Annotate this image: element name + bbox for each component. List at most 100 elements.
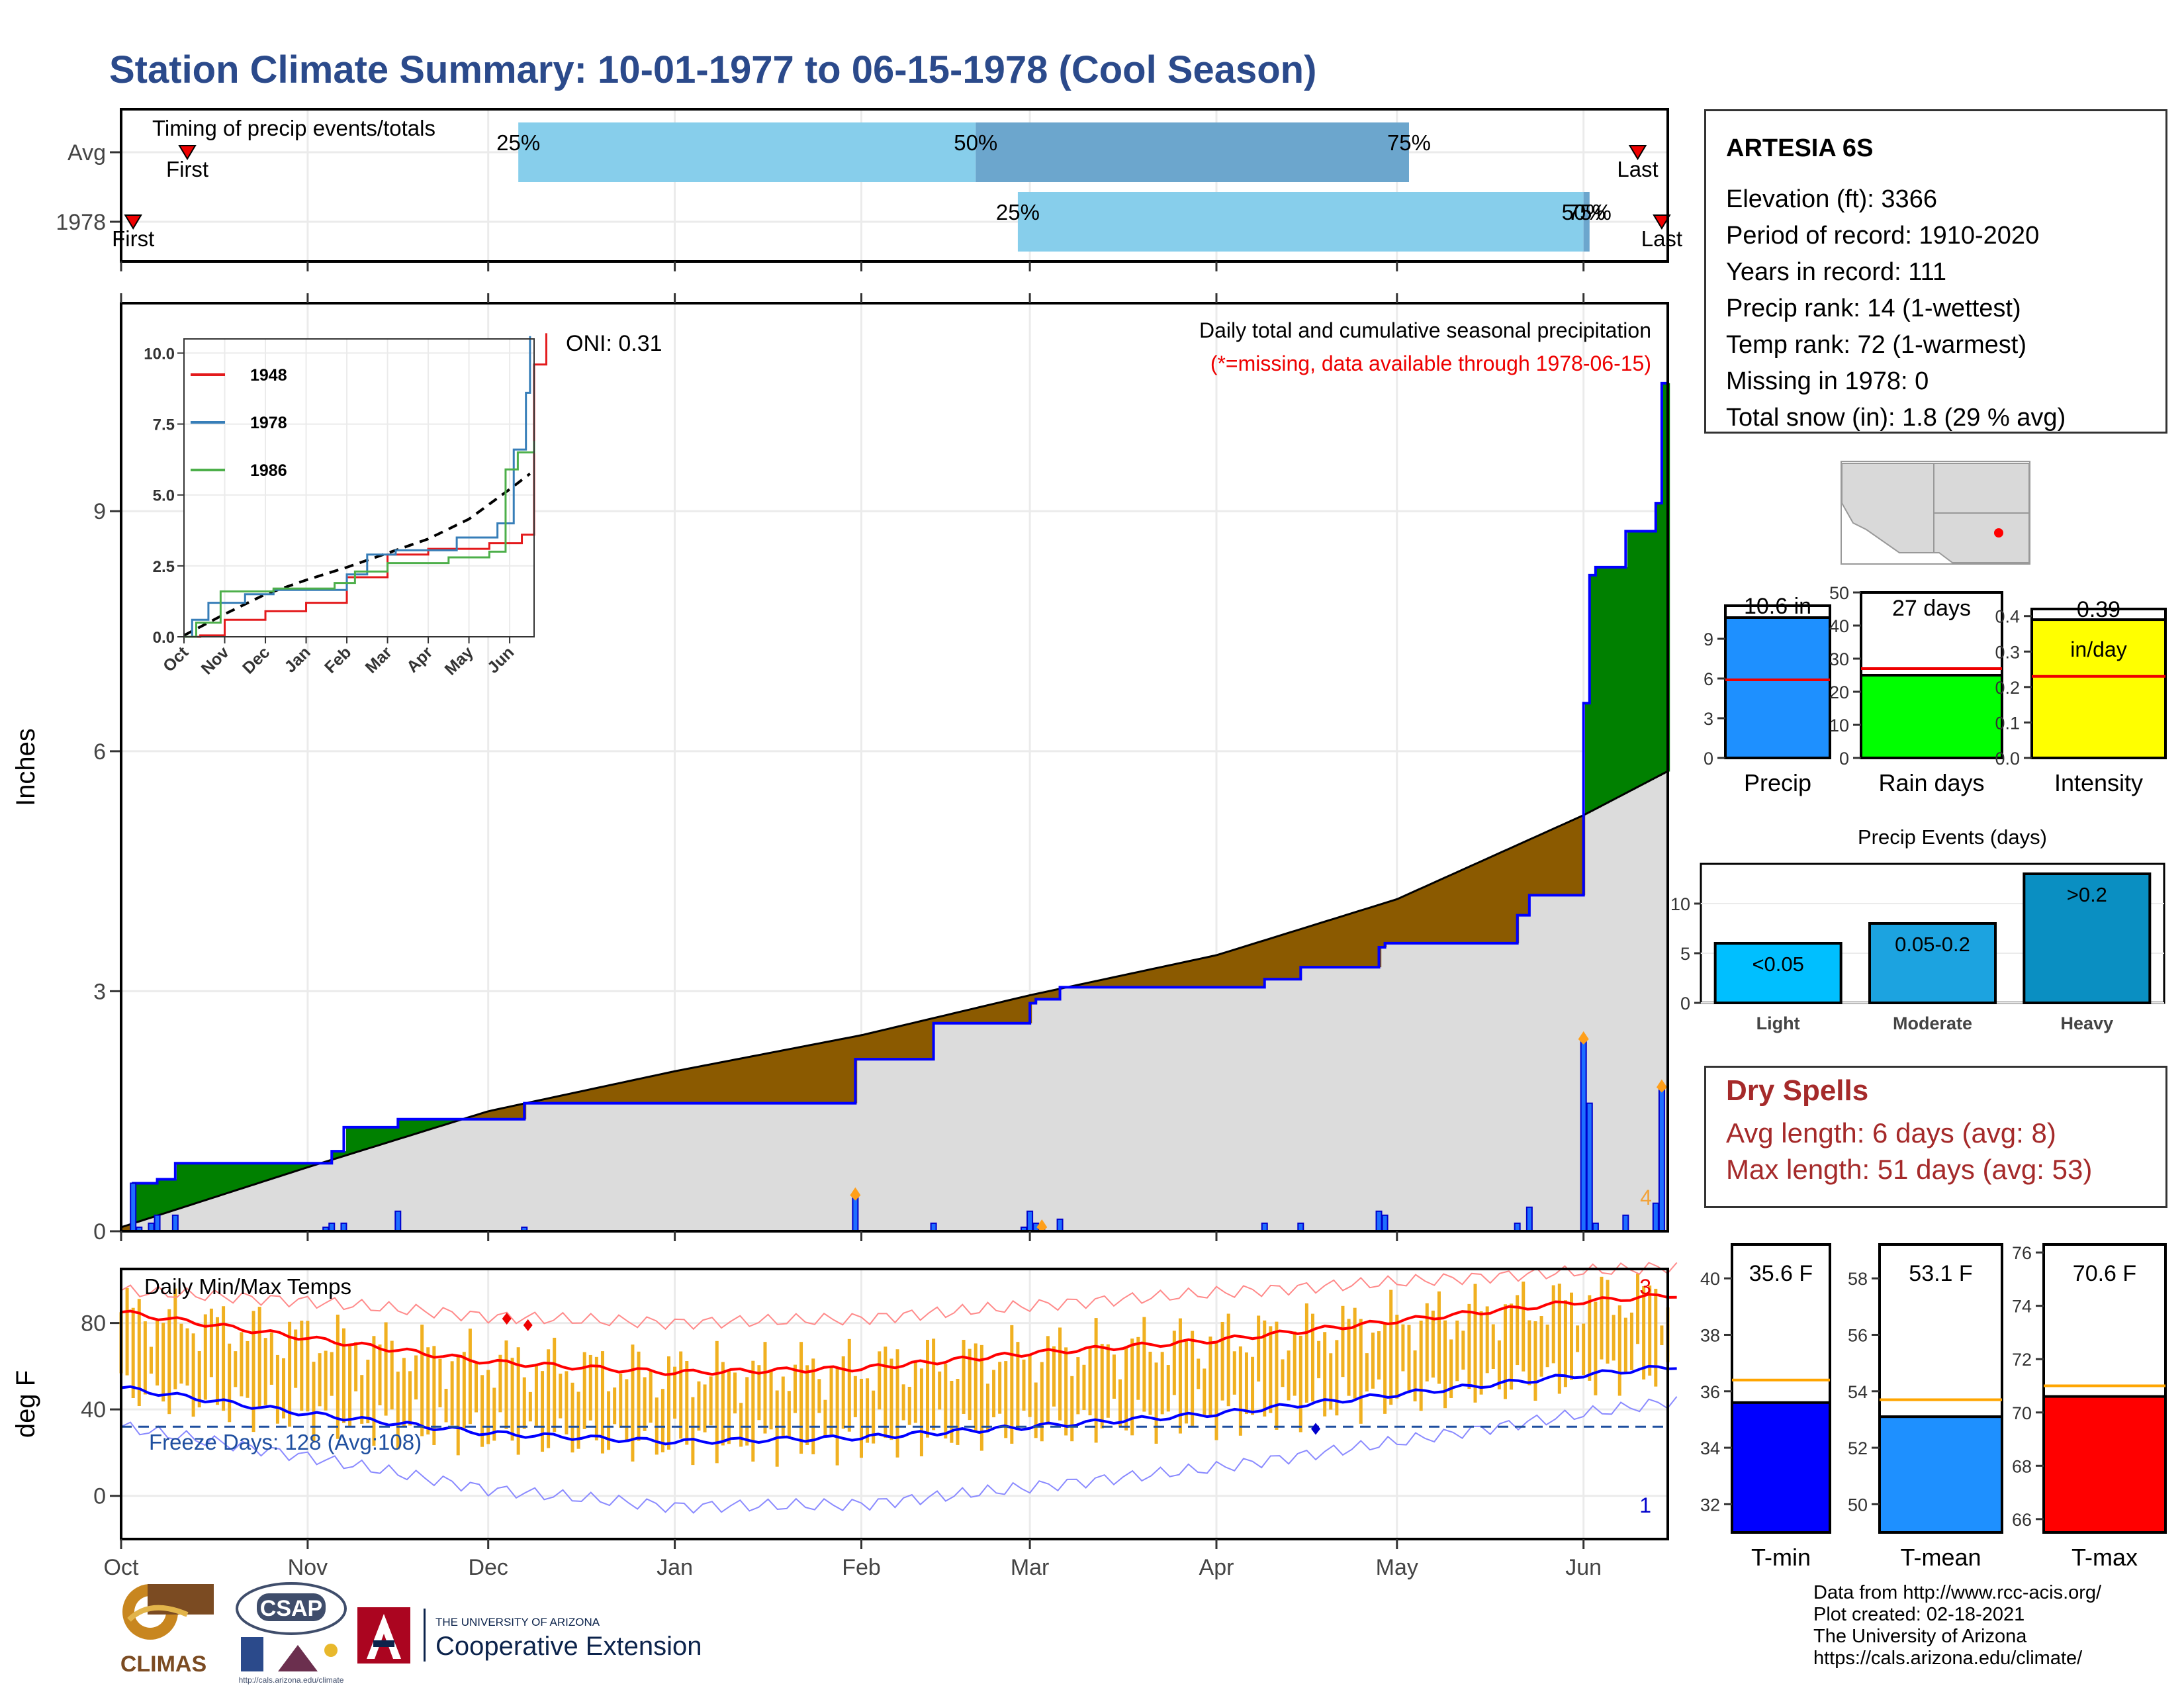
intensity-summary-ytick-label-3: 0.3 [1995, 642, 2020, 662]
temp-daily-bar [1154, 1362, 1158, 1444]
temp-record-max-line [120, 1262, 1678, 1331]
raindays-summary-ytick-label-1: 10 [1829, 716, 1849, 735]
precip-diff-slice [1344, 915, 1347, 968]
precip-diff-slice [261, 1163, 265, 1182]
temp-daily-bar [1040, 1362, 1044, 1442]
precip-summary-ytick-label-0: 0 [1704, 749, 1713, 769]
temp-daily-bar [378, 1344, 382, 1405]
precip-diff-slice [1180, 962, 1183, 988]
precip-events-bar-label-moderate: 0.05-0.2 [1895, 933, 1970, 956]
precip-diff-slice [955, 1013, 958, 1023]
temp-daily-bar [1389, 1289, 1393, 1405]
precip-diff-slice [767, 1053, 770, 1103]
precip-diff-slice [1598, 567, 1602, 808]
temp-daily-bar [143, 1321, 147, 1395]
precip-diff-slice [1339, 917, 1342, 968]
temp-daily-bar [1251, 1356, 1255, 1415]
temp-daily-bar [613, 1387, 617, 1425]
temp-daily-bar [1437, 1291, 1441, 1384]
precip-summary-ytick-label-1: 3 [1704, 709, 1713, 729]
temp-daily-bar [257, 1307, 261, 1407]
temps-ytick-label-2: 80 [81, 1311, 106, 1336]
precip-ylabel: Inches [11, 728, 40, 806]
precip-diff-slice [1548, 831, 1551, 896]
raindays-summary-ytick-label-3: 30 [1829, 649, 1849, 669]
station-snow: Total snow (in): 1.8 (29 % avg) [1726, 404, 2066, 432]
station-temp-rank: Temp rank: 72 (1-warmest) [1726, 331, 2027, 359]
precip-diff-slice [1405, 895, 1408, 943]
temp-daily-bar [426, 1347, 430, 1435]
raindays-summary-ytick-label-0: 0 [1839, 749, 1849, 769]
precip-diff-slice [873, 1032, 876, 1060]
precip-diff-slice [1021, 997, 1024, 1023]
temp-daily-bar [1298, 1335, 1302, 1432]
precip-diff-slice [1659, 503, 1662, 776]
temp-daily-bar [480, 1375, 484, 1447]
precip-diff-slice [148, 1183, 151, 1219]
precip-diff-slice [936, 1017, 940, 1023]
precip-diff-slice [963, 1011, 966, 1023]
timing-1978-last-label: Last [1641, 226, 1682, 251]
precip-diff-slice [351, 1127, 355, 1154]
temp-daily-bar [998, 1362, 1002, 1414]
precip-diff-slice [452, 1119, 455, 1123]
temp-daily-bar [1275, 1321, 1279, 1430]
precip-diff-slice [1641, 531, 1644, 786]
temp-daily-bar [486, 1370, 490, 1444]
precip-diff-slice [121, 1227, 124, 1231]
temp-daily-bar [847, 1338, 851, 1432]
precip-diff-slice [1156, 968, 1160, 988]
precip-diff-slice [606, 1086, 609, 1103]
precip-diff-slice [1635, 531, 1639, 788]
precip-diff-slice [1016, 998, 1019, 1023]
timing-1978-first-label: First [112, 226, 154, 251]
precip-diff-slice [796, 1047, 799, 1103]
precip-diff-slice [1479, 862, 1482, 943]
precip-diff-slice [410, 1119, 413, 1136]
temp-daily-bar [1443, 1320, 1447, 1409]
precip-diff-slice [997, 1003, 1001, 1023]
temp-daily-bar [1106, 1344, 1110, 1418]
precip-diff-slice [1212, 956, 1215, 988]
precip-diff-slice [1469, 867, 1472, 943]
precip-diff-slice [942, 1016, 945, 1023]
temp-daily-bar [1467, 1303, 1471, 1389]
precip-diff-slice [1201, 958, 1205, 988]
precip-diff-slice [741, 1058, 744, 1103]
temp-daily-bar [125, 1288, 129, 1376]
raindays-summary-value-label: 27 days [1892, 596, 1971, 621]
precip-diff-slice [1363, 910, 1366, 968]
precip-diff-slice [1315, 924, 1318, 968]
temp-daily-bar [390, 1340, 394, 1410]
precip-diff-slice [550, 1098, 553, 1103]
precip-summary-title: Precip [1744, 769, 1811, 796]
precip-diff-slice [1429, 884, 1432, 943]
temp-avg-min-line [120, 1364, 1677, 1446]
precip-diff-slice [171, 1179, 175, 1211]
precip-diff-slice [1283, 934, 1287, 980]
temp-daily-bar [1232, 1351, 1236, 1395]
temp-daily-bar [468, 1329, 472, 1425]
precip-diff-slice [341, 1151, 344, 1157]
precip-missing-note: (*=missing, data available through 1978-… [1210, 352, 1651, 375]
precip-diff-slice [402, 1119, 405, 1139]
temp-daily-bar [456, 1355, 460, 1456]
station-precip-rank: Precip rank: 14 (1-wettest) [1726, 295, 2021, 322]
precip-diff-slice [1151, 969, 1154, 988]
precip-diff-slice [1053, 990, 1056, 1000]
precip-summary-ytick-label-3: 9 [1704, 630, 1713, 649]
inset-ytick-label-4: 10.0 [144, 345, 175, 363]
month-axis-label-2: Dec [468, 1555, 508, 1580]
precip-events-bar-label-light: <0.05 [1752, 953, 1803, 976]
precip-diff-slice [669, 1072, 672, 1103]
precip-diff-slice [794, 1048, 797, 1103]
precip-diff-slice [1241, 947, 1244, 988]
temp-daily-bar [1022, 1359, 1026, 1411]
temp-daily-bar [1304, 1303, 1308, 1403]
precip-diff-slice [587, 1090, 590, 1103]
station-missing: Missing in 1978: 0 [1726, 367, 1929, 395]
dry-spells-avg: Avg length: 6 days (avg: 8) [1726, 1117, 2056, 1149]
temp-daily-bar [300, 1321, 304, 1411]
tmean-summary-ytick-label-3: 56 [1848, 1325, 1868, 1345]
precip-diff-slice [1132, 973, 1136, 988]
